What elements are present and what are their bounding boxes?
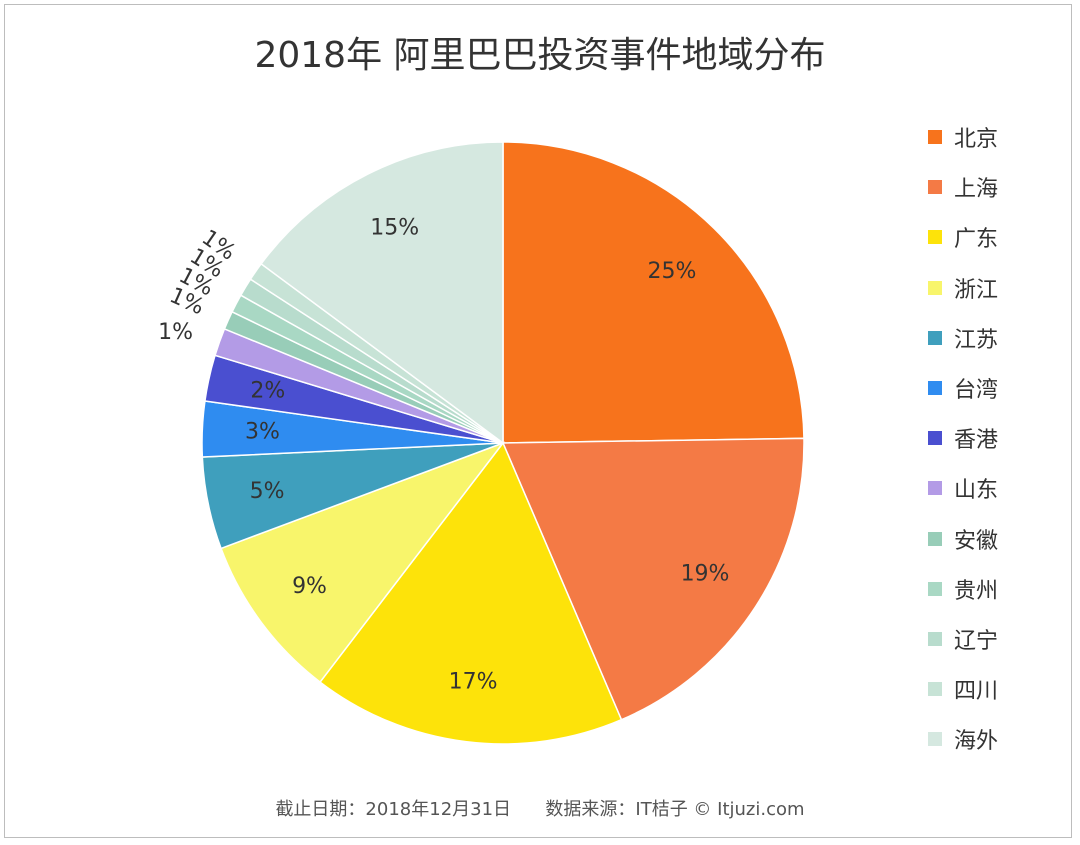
- chart-footer: 截止日期：2018年12月31日 数据来源：IT桔子 © Itjuzi.com: [0, 795, 1080, 821]
- legend-label: 安徽: [954, 528, 999, 554]
- legend-label: 北京: [954, 127, 999, 153]
- legend-item-guangdong: 广东: [928, 212, 998, 262]
- legend-swatch: [928, 531, 942, 546]
- chart-legend: 北京上海广东浙江江苏台湾香港山东安徽贵州辽宁四川海外: [928, 112, 998, 764]
- legend-item-guizhou: 贵州: [928, 564, 998, 614]
- data-label-shandong: 1%: [158, 320, 193, 345]
- legend-item-hongkong: 香港: [928, 413, 998, 463]
- legend-item-jiangsu: 江苏: [928, 313, 998, 363]
- legend-label: 台湾: [954, 378, 999, 404]
- legend-item-liaoning: 辽宁: [928, 614, 998, 664]
- data-label-taiwan: 3%: [245, 419, 280, 444]
- legend-swatch: [928, 230, 942, 245]
- legend-item-anhui: 安徽: [928, 514, 998, 564]
- legend-swatch: [928, 682, 942, 697]
- pie-slice-zhejiang: [220, 441, 506, 684]
- data-label-zhejiang: 9%: [292, 574, 327, 599]
- data-label-guangdong: 17%: [449, 669, 498, 694]
- legend-label: 四川: [954, 679, 999, 705]
- legend-item-shandong: 山东: [928, 463, 998, 513]
- data-label-overseas: 15%: [370, 215, 419, 240]
- legend-item-sichuan: 四川: [928, 664, 998, 714]
- legend-swatch: [928, 180, 942, 195]
- legend-item-zhejiang: 浙江: [928, 263, 998, 313]
- legend-label: 辽宁: [954, 628, 999, 654]
- legend-swatch: [928, 431, 942, 446]
- pie-slice-shanghai: [501, 437, 805, 721]
- data-label-beijing: 25%: [647, 259, 696, 284]
- legend-label: 山东: [954, 478, 999, 504]
- legend-label: 贵州: [954, 578, 999, 604]
- legend-label: 浙江: [954, 277, 999, 303]
- legend-item-shanghai: 上海: [928, 162, 998, 212]
- data-label-hongkong: 2%: [250, 378, 285, 403]
- legend-swatch: [928, 732, 942, 747]
- footer-source: 数据来源：IT桔子 © Itjuzi.com: [545, 799, 805, 820]
- legend-label: 广东: [954, 227, 999, 253]
- pie-slices: [201, 141, 805, 745]
- legend-label: 海外: [954, 729, 999, 755]
- footer-date: 截止日期：2018年12月31日: [275, 799, 512, 820]
- legend-item-taiwan: 台湾: [928, 363, 998, 413]
- pie-slice-overseas: [260, 141, 504, 445]
- legend-swatch: [928, 631, 942, 646]
- legend-swatch: [928, 381, 942, 396]
- legend-label: 江苏: [954, 327, 999, 353]
- legend-label: 上海: [954, 177, 999, 203]
- legend-item-beijing: 北京: [928, 112, 998, 162]
- legend-swatch: [928, 481, 942, 496]
- data-label-shanghai: 19%: [681, 562, 730, 587]
- legend-swatch: [928, 280, 942, 295]
- legend-swatch: [928, 130, 942, 145]
- data-label-jiangsu: 5%: [250, 479, 285, 504]
- legend-swatch: [928, 581, 942, 596]
- pie-slice-guangdong: [319, 441, 623, 745]
- legend-swatch: [928, 330, 942, 345]
- legend-label: 香港: [954, 428, 999, 454]
- chart-title: 2018年 阿里巴巴投资事件地域分布: [254, 35, 826, 76]
- legend-item-overseas: 海外: [928, 714, 998, 764]
- pie-slice-beijing: [502, 141, 805, 444]
